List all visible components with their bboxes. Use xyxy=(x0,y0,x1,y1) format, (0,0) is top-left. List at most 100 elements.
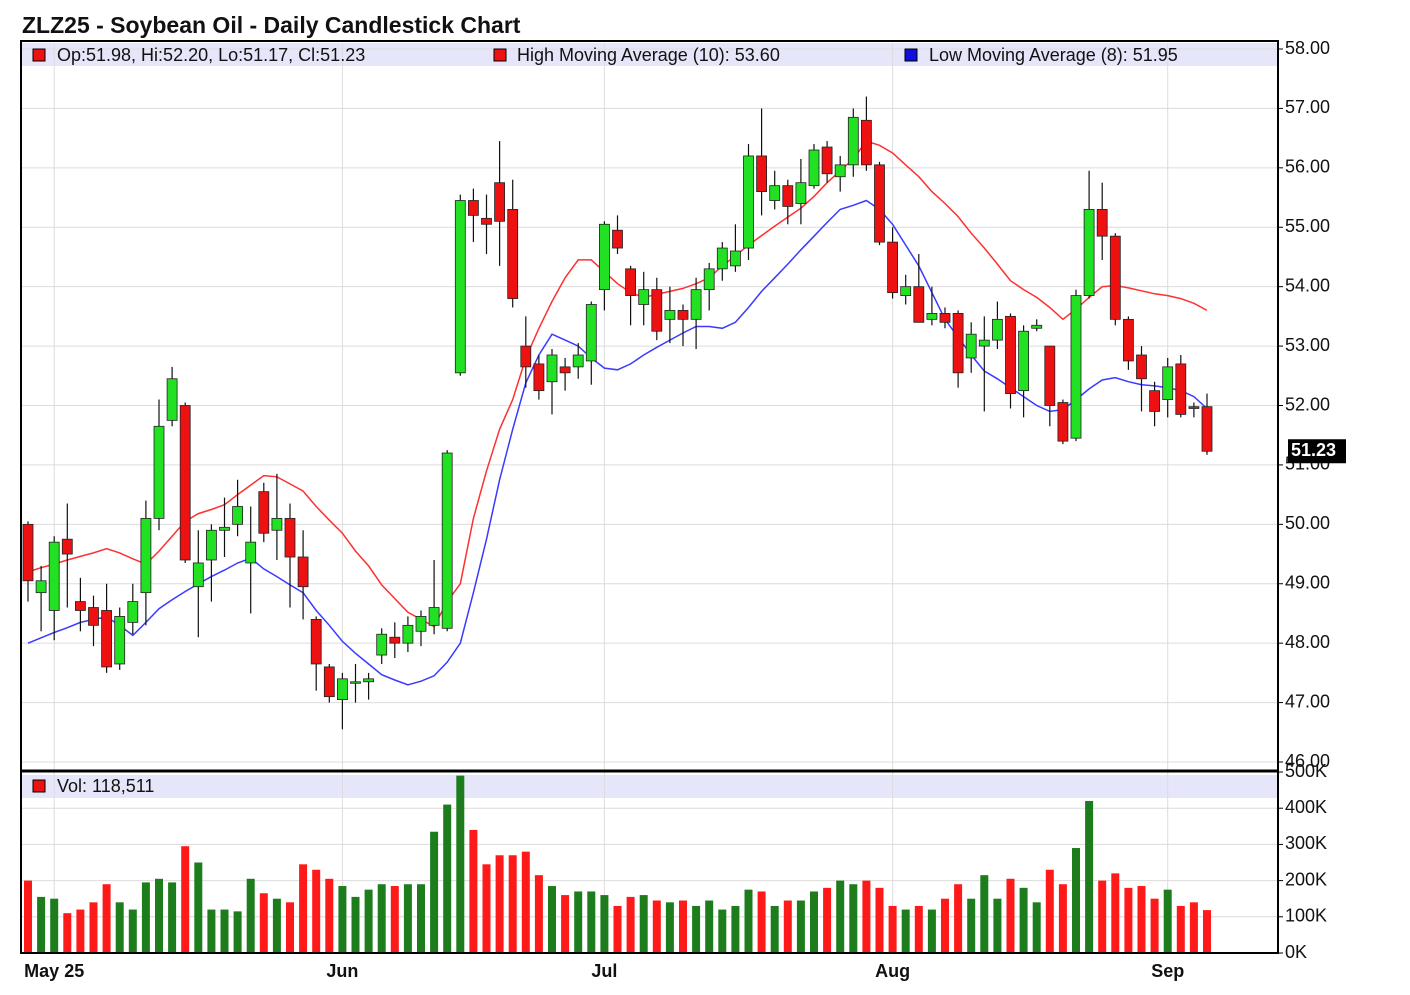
candle-body xyxy=(978,339,990,347)
volume-bar xyxy=(914,905,923,953)
volume-bar xyxy=(272,898,281,953)
volume-bar xyxy=(849,884,858,953)
volume-bar xyxy=(430,831,439,953)
candle-body xyxy=(769,185,781,201)
volume-bar xyxy=(63,913,72,953)
candle-body xyxy=(389,636,401,644)
legend-square xyxy=(32,48,46,62)
volume-bar xyxy=(417,884,425,953)
volume-legend-band xyxy=(21,775,1278,798)
volume-bar xyxy=(351,896,360,953)
candle-body xyxy=(1018,330,1029,392)
candle-body xyxy=(1031,324,1043,329)
volume-bar xyxy=(403,884,412,953)
volume-bar xyxy=(220,909,229,953)
candle-body xyxy=(219,526,230,531)
volume-bar xyxy=(665,902,674,953)
candle-body xyxy=(48,541,60,611)
candle-body xyxy=(467,200,479,216)
volume-bar xyxy=(259,893,268,953)
volume-bar xyxy=(941,898,949,953)
x-tick-label: Aug xyxy=(875,961,910,981)
candle-body xyxy=(310,619,322,665)
volume-bar xyxy=(901,909,910,953)
volume-bar xyxy=(1006,878,1015,953)
volume-bar xyxy=(364,889,373,953)
volume-bar xyxy=(993,898,1002,953)
candle-body xyxy=(651,289,663,332)
candle-body xyxy=(297,556,309,588)
volume-bar xyxy=(875,887,884,953)
candle-body xyxy=(756,155,767,192)
y-tick-label: 58.00 xyxy=(1285,38,1330,58)
volume-bar xyxy=(312,869,321,953)
volume-bar xyxy=(89,902,98,953)
candle-body xyxy=(127,601,139,623)
candle-body xyxy=(258,491,270,534)
y-tick-label: 53.00 xyxy=(1285,335,1330,355)
volume-bar xyxy=(679,900,687,953)
volume-bar xyxy=(50,898,59,953)
last-price-label: 51.23 xyxy=(1291,440,1336,460)
volume-bar xyxy=(757,891,766,953)
candle-body xyxy=(350,681,361,684)
y-tick-label: 47.00 xyxy=(1285,691,1330,711)
candle-body xyxy=(847,116,859,166)
candle-body xyxy=(1188,406,1200,409)
candle-body xyxy=(599,223,610,291)
candle-body xyxy=(546,354,558,383)
volume-bar xyxy=(705,900,714,953)
legend-ma: High Moving Average (10): 53.60 xyxy=(517,45,780,65)
candle-body xyxy=(428,607,440,626)
candle-body xyxy=(559,366,571,374)
candle-body xyxy=(1005,315,1016,395)
y-tick-label: 52.00 xyxy=(1285,394,1330,414)
y-tick-label: 57.00 xyxy=(1285,97,1330,117)
volume-bar xyxy=(168,882,177,953)
x-tick-label: May 25 xyxy=(24,961,84,981)
volume-bar xyxy=(128,909,137,953)
x-tick-label: Sep xyxy=(1151,961,1184,981)
candle-body xyxy=(992,318,1003,341)
candle-body xyxy=(61,538,73,555)
candle-body xyxy=(140,517,152,594)
volume-bar xyxy=(456,775,465,953)
volume-bar xyxy=(443,804,452,953)
y-tick-label: 0K xyxy=(1285,942,1307,962)
y-tick-label: 500K xyxy=(1285,761,1327,781)
volume-bar xyxy=(181,846,190,953)
volume-bar xyxy=(1098,880,1107,953)
candle-body xyxy=(664,310,676,320)
volume-bar xyxy=(613,905,622,953)
volume-bar xyxy=(548,886,556,953)
volume-bar xyxy=(600,895,609,953)
candle-body xyxy=(874,164,885,243)
volume-bar xyxy=(862,880,871,953)
candle-body xyxy=(179,405,191,561)
volume-bar xyxy=(626,896,635,953)
volume-bar xyxy=(1137,886,1146,953)
volume-bar xyxy=(927,909,936,953)
candle-body xyxy=(22,523,34,582)
volume-bar xyxy=(1111,873,1120,953)
moving-average-line xyxy=(27,140,1208,628)
y-tick-label: 48.00 xyxy=(1285,632,1330,652)
candle-body xyxy=(533,363,545,392)
candle-body xyxy=(1162,366,1174,400)
candle-body xyxy=(1149,390,1160,412)
volume-bar xyxy=(1176,905,1185,953)
candle-body xyxy=(861,119,872,166)
legend-square xyxy=(32,779,46,793)
candle-body xyxy=(625,268,636,296)
volume-bar xyxy=(482,864,491,953)
volume-bar xyxy=(1150,898,1159,953)
y-tick-label: 46.00 xyxy=(1285,751,1330,771)
candle-body xyxy=(271,517,283,531)
y-tick-label: 49.00 xyxy=(1285,573,1330,593)
candle-body xyxy=(1201,406,1213,452)
candle-body xyxy=(101,610,112,668)
candle-body xyxy=(205,529,217,561)
volume-bar xyxy=(652,900,661,953)
volume-bar xyxy=(508,855,517,953)
